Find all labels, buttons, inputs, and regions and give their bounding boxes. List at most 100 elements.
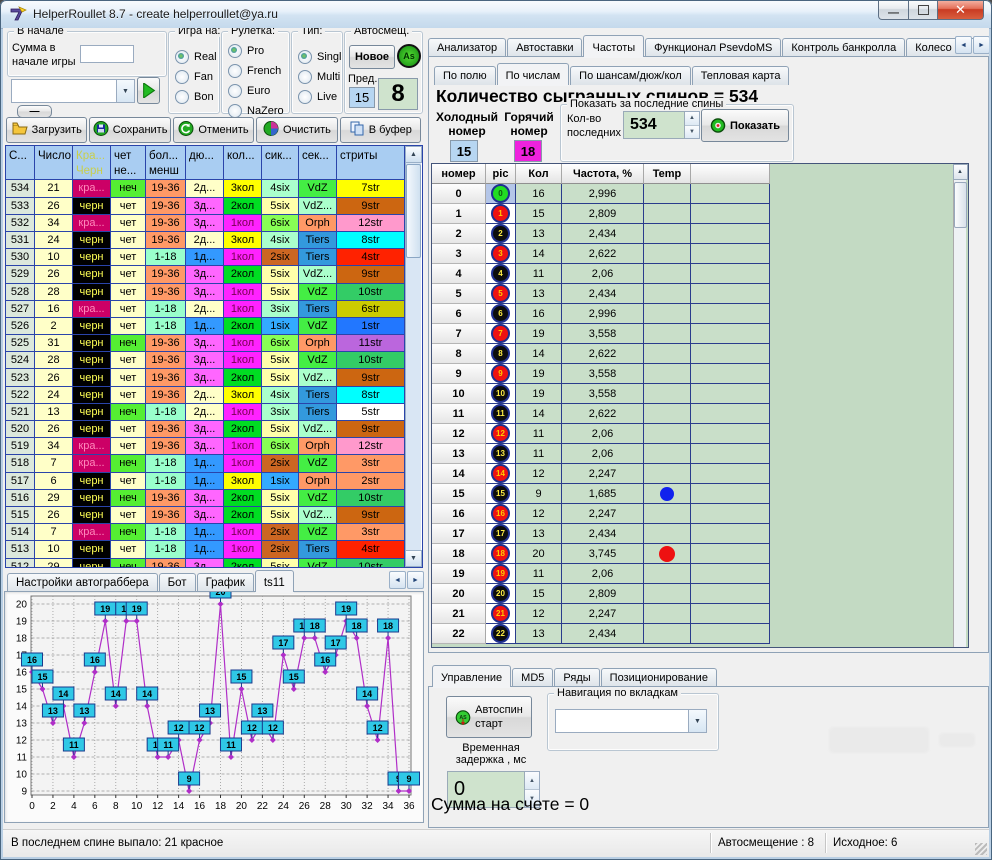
scrollbar-thumb[interactable] <box>406 164 421 258</box>
scrollbar-thumb[interactable] <box>953 182 967 228</box>
tab-scroll-left-icon[interactable]: ◄ <box>389 571 406 589</box>
subtab-by-chances[interactable]: По шансам/дюж/кол <box>570 66 691 85</box>
freq-row-number[interactable]: 16 <box>432 504 486 524</box>
as-button[interactable]: As <box>397 44 421 68</box>
spin-cell[interactable]: 529 <box>6 266 35 284</box>
radio-pro[interactable]: Pro <box>228 44 284 58</box>
tab-scroll-left-icon[interactable]: ◄ <box>955 36 972 54</box>
tab-bankroll[interactable]: Контроль банкролла <box>782 38 906 57</box>
freq-row-number[interactable]: 5 <box>432 284 486 304</box>
spin-cell[interactable]: 528 <box>6 283 35 301</box>
toolbar-clear-button[interactable]: Очистить <box>256 117 338 143</box>
minimize-button[interactable]: — <box>878 0 909 20</box>
tab-frequencies[interactable]: Частоты <box>583 35 645 57</box>
freq-row-number[interactable]: 21 <box>432 604 486 624</box>
tab-scroll-right-icon[interactable]: ► <box>973 36 989 54</box>
spin-cell[interactable]: 524 <box>6 352 35 370</box>
spin-cell[interactable]: 513 <box>6 541 35 559</box>
chart-tab-autograbber-settings[interactable]: Настройки автограббера <box>7 573 158 592</box>
radio-real[interactable]: Real <box>175 50 217 64</box>
stepper-up-icon[interactable]: ▲ <box>525 772 539 790</box>
spin-cell[interactable]: 514 <box>6 524 35 542</box>
freq-row-number[interactable]: 2 <box>432 224 486 244</box>
spin-cell[interactable]: 518 <box>6 455 35 473</box>
spin-cell[interactable]: 525 <box>6 335 35 353</box>
chart-tab-bot[interactable]: Бот <box>158 573 196 592</box>
chart-tab-ts11[interactable]: ts11 <box>254 570 294 592</box>
new-button[interactable]: Новое <box>349 45 395 69</box>
tab-autobets[interactable]: Автоставки <box>507 38 583 57</box>
toolbar-load-button[interactable]: Загрузить <box>6 117 88 143</box>
radio-singl[interactable]: Singl <box>298 50 341 64</box>
resize-grip[interactable] <box>975 843 987 855</box>
freq-row-number[interactable]: 17 <box>432 524 486 544</box>
subtab-by-numbers[interactable]: По числам <box>496 63 570 85</box>
spin-cell[interactable]: 527 <box>6 300 35 318</box>
freq-row-number[interactable]: 1 <box>432 204 486 224</box>
tab-scroll-right-icon[interactable]: ► <box>407 571 424 589</box>
radio-euro[interactable]: Euro <box>228 84 284 98</box>
stepper-down-icon[interactable]: ▼ <box>685 125 699 138</box>
freq-row-number[interactable]: 10 <box>432 384 486 404</box>
freq-row-number[interactable]: 4 <box>432 264 486 284</box>
toolbar-save-button[interactable]: Сохранить <box>89 117 171 143</box>
spin-cell[interactable]: 530 <box>6 249 35 267</box>
close-button[interactable]: ✕ <box>938 0 984 20</box>
ctrl-tab-control[interactable]: Управление <box>432 665 512 687</box>
subtab-heat-map[interactable]: Тепловая карта <box>691 66 790 85</box>
tab-analyzer[interactable]: Анализатор <box>428 38 507 57</box>
spin-cell[interactable]: 523 <box>6 369 35 387</box>
freq-row-number[interactable]: 14 <box>432 464 486 484</box>
freq-row-number[interactable]: 22 <box>432 624 486 644</box>
freq-row-number[interactable]: 7 <box>432 324 486 344</box>
spin-cell[interactable]: 522 <box>6 386 35 404</box>
scroll-up-icon[interactable]: ▲ <box>952 164 968 180</box>
radio-bon[interactable]: Bon <box>175 90 217 104</box>
tab-navigation-combobox[interactable]: ▼ <box>555 709 707 733</box>
chevron-down-icon[interactable]: ▼ <box>688 710 706 732</box>
last-spins-count-input[interactable]: 534 <box>623 111 685 139</box>
spin-cell[interactable]: 534 <box>6 180 35 198</box>
toolbar-undo-button[interactable]: Отменить <box>172 117 255 143</box>
freq-row-number[interactable]: 3 <box>432 244 486 264</box>
radio-live[interactable]: Live <box>298 90 341 104</box>
autospin-start-button[interactable]: AS Автоспин старт <box>446 696 532 738</box>
freq-row-number[interactable]: 13 <box>432 444 486 464</box>
preset-combobox[interactable]: ▼ <box>11 79 135 103</box>
spin-cell[interactable]: 531 <box>6 231 35 250</box>
tab-psevdoms[interactable]: Функционал PsevdoMS <box>645 38 782 57</box>
freq-row-number[interactable]: 6 <box>432 304 486 324</box>
radio-french[interactable]: French <box>228 64 284 78</box>
freq-row-number[interactable]: 20 <box>432 584 486 604</box>
ctrl-tab-rows[interactable]: Ряды <box>554 668 600 687</box>
scroll-down-icon[interactable]: ▼ <box>405 550 422 567</box>
chevron-down-icon[interactable]: ▼ <box>116 80 134 102</box>
spin-cell[interactable]: 519 <box>6 438 35 456</box>
spin-table-scrollbar[interactable]: ▲ ▼ <box>405 146 422 567</box>
maximize-button[interactable] <box>909 0 938 20</box>
delay-input[interactable]: 0 <box>447 771 525 808</box>
stepper-down-icon[interactable]: ▼ <box>525 790 539 807</box>
spin-cell[interactable]: 515 <box>6 506 35 525</box>
freq-row-number[interactable]: 11 <box>432 404 486 424</box>
spin-cell[interactable]: 533 <box>6 197 35 215</box>
chart-tab-chart[interactable]: График <box>196 573 254 592</box>
spin-cell[interactable]: 512 <box>6 558 35 567</box>
title-bar[interactable]: HelperRoullet 8.7 - create helperroullet… <box>0 0 992 29</box>
spin-cell[interactable]: 517 <box>6 472 35 490</box>
ctrl-tab-positioning[interactable]: Позиционирование <box>600 668 717 687</box>
subtab-by-field[interactable]: По полю <box>434 66 496 85</box>
stepper-up-icon[interactable]: ▲ <box>685 112 699 126</box>
ctrl-tab-md5[interactable]: MD5 <box>512 668 554 687</box>
start-sum-input[interactable] <box>80 45 134 63</box>
freq-row-number[interactable]: 0 <box>432 184 486 204</box>
freq-row-number[interactable]: 9 <box>432 364 486 384</box>
toolbar-buffer-button[interactable]: В буфер <box>339 117 422 143</box>
radio-nazero[interactable]: NaZero <box>228 104 284 118</box>
scroll-up-icon[interactable]: ▲ <box>405 146 422 163</box>
freq-row-number[interactable]: 12 <box>432 424 486 444</box>
radio-fan[interactable]: Fan <box>175 70 217 84</box>
freq-row-number[interactable]: 15 <box>432 484 486 504</box>
spin-cell[interactable]: 520 <box>6 421 35 439</box>
spin-cell[interactable]: 526 <box>6 317 35 336</box>
